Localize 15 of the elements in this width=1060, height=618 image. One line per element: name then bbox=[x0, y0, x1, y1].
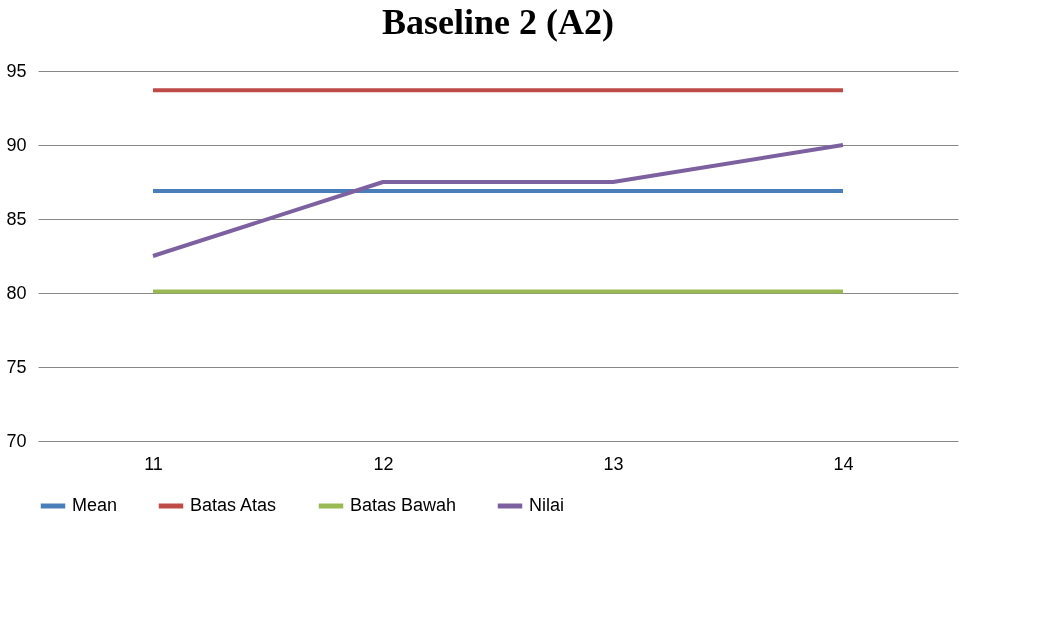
legend-label: Batas Atas bbox=[190, 495, 277, 515]
y-tick-label: 75 bbox=[6, 356, 27, 377]
x-tick-label: 13 bbox=[603, 453, 624, 474]
legend-label: Mean bbox=[72, 495, 118, 515]
x-tick-label: 11 bbox=[144, 453, 163, 474]
y-tick-label: 80 bbox=[6, 282, 27, 303]
y-tick-label: 95 bbox=[6, 60, 27, 81]
legend-label: Nilai bbox=[529, 495, 565, 515]
y-tick-label: 90 bbox=[6, 134, 27, 155]
x-tick-label: 12 bbox=[373, 453, 394, 474]
x-tick-label: 14 bbox=[833, 453, 854, 474]
y-tick-label: 85 bbox=[6, 208, 27, 229]
chart-title: Baseline 2 (A2) bbox=[382, 2, 614, 42]
legend-label: Batas Bawah bbox=[350, 495, 457, 515]
y-tick-label: 70 bbox=[6, 430, 27, 451]
